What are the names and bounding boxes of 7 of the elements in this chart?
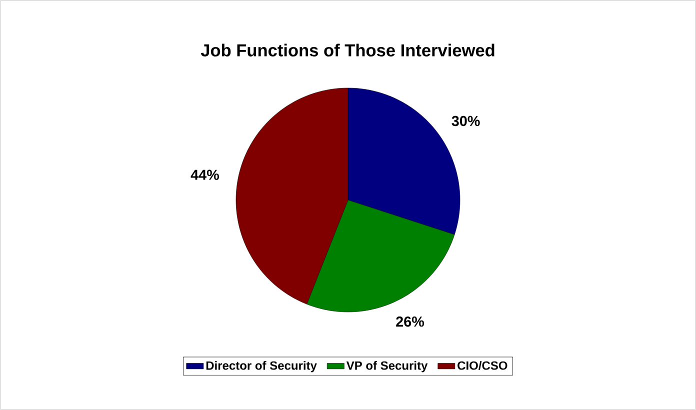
chart-title: Job Functions of Those Interviewed — [200, 44, 494, 56]
legend-label: CIO/CSO — [458, 361, 508, 370]
data-label: 44% — [190, 170, 220, 180]
data-label: 30% — [452, 116, 480, 126]
legend-label: Director of Security — [206, 361, 317, 372]
data-label: 26% — [396, 316, 424, 327]
legend-label: VP of Security — [346, 361, 428, 372]
